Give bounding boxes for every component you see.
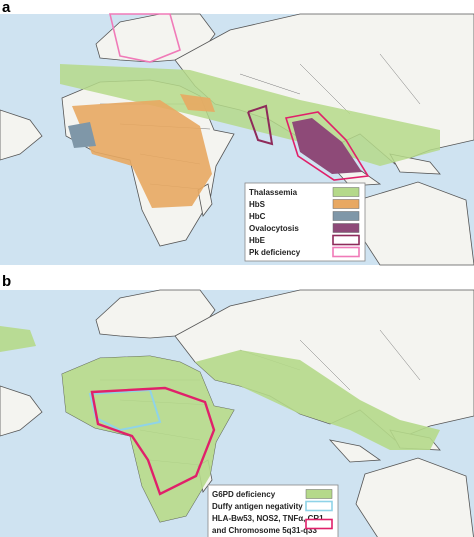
legends: Thalassemia HbS HbC Ovalocytosis HbE Pk defic… xyxy=(207,182,366,537)
legend-label: Pk deficiency xyxy=(249,248,301,257)
legend: G6PD deficiency Duffy antigen negativity H… xyxy=(207,484,339,537)
hbe-region xyxy=(284,111,370,181)
legend-swatch xyxy=(332,199,360,209)
hbe-region xyxy=(247,104,274,146)
legend-label: Ovalocytosis xyxy=(249,224,299,233)
legend-swatch xyxy=(332,187,360,197)
hla-region xyxy=(90,386,216,496)
legend-label: HbC xyxy=(249,212,266,221)
map-a xyxy=(0,13,474,266)
legend-label: HLA-Bw53, NOS2, TNFα, CR1 xyxy=(212,514,324,523)
legend-label: HbE xyxy=(249,236,266,245)
ovalocytosis-region xyxy=(292,118,362,174)
legend-swatch xyxy=(332,234,360,246)
legend-label: and Chromosome 5q31-q33 xyxy=(212,526,317,535)
legend-label: HbS xyxy=(249,200,266,209)
legend-swatch xyxy=(305,500,333,512)
legend-label: Duffy antigen negativity xyxy=(212,502,303,511)
legend: Thalassemia HbS HbC Ovalocytosis HbE Pk defic… xyxy=(244,182,366,262)
panel-label: a xyxy=(2,0,11,16)
pk-region xyxy=(108,13,181,63)
g6pd-region xyxy=(0,326,36,352)
g6pd-region xyxy=(195,350,440,450)
legend-swatch xyxy=(305,518,333,530)
legend-label: G6PD deficiency xyxy=(212,490,276,499)
legend-swatch xyxy=(332,223,360,233)
hbs-region xyxy=(72,100,212,208)
legend-swatch xyxy=(305,489,333,499)
hbc-region xyxy=(68,122,96,148)
legend-swatch xyxy=(332,246,360,258)
legend-label: Thalassemia xyxy=(249,188,298,197)
map-b xyxy=(0,289,474,537)
panel-label: b xyxy=(2,273,11,290)
legend-swatch xyxy=(332,211,360,221)
hbs-region xyxy=(180,94,215,112)
